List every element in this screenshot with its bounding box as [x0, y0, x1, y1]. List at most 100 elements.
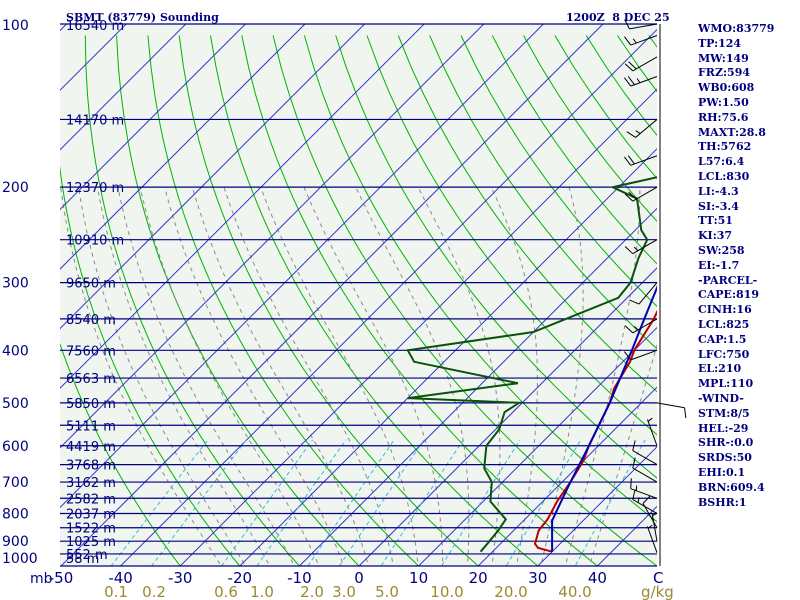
barb-flag — [624, 19, 630, 30]
index-item: EL:210 — [698, 362, 742, 376]
mixing-ratio-line — [307, 439, 395, 566]
barb-shaft — [632, 318, 658, 334]
barb-flag — [624, 193, 634, 202]
mixing-ratio-label: 2.0 — [300, 583, 324, 600]
barb-shaft — [630, 349, 658, 361]
chart-title: SBMT (83779) Sounding — [66, 11, 219, 24]
index-item: TH:5762 — [698, 140, 752, 154]
barb-flag — [624, 156, 632, 166]
barb-flag — [632, 440, 636, 451]
dry-adiabat — [366, 35, 657, 436]
mixing-ratio-label: 20.0 — [494, 583, 527, 600]
index-item: MW:149 — [698, 51, 749, 65]
mixing-ratio-label: 0.6 — [214, 583, 238, 600]
wind-barb — [624, 186, 658, 202]
barb-flag — [624, 325, 634, 334]
index-item: HEL:-29 — [698, 421, 749, 435]
pressure-label: 1000 — [2, 551, 38, 567]
mixing-ratio-line — [338, 439, 425, 566]
barb-shaft — [630, 155, 658, 166]
isotherm — [537, 446, 657, 566]
barb-flag — [632, 489, 636, 500]
dry-adiabat — [429, 35, 657, 350]
mixing-ratio-label: 1.0 — [250, 583, 274, 600]
height-label: 3768 m — [66, 459, 116, 474]
mixing-ratio-line — [441, 439, 521, 566]
barb-half — [647, 417, 653, 422]
index-item: SRDS:50 — [698, 451, 752, 465]
barb-half — [632, 38, 637, 44]
dry-adiabat — [491, 35, 657, 265]
barb-shaft — [632, 239, 658, 255]
barb-half — [633, 246, 639, 252]
wind-barb — [624, 19, 658, 30]
barb-flag — [642, 495, 651, 504]
barb-flag — [628, 191, 637, 200]
index-item: LCL:825 — [698, 317, 750, 331]
index-item: STM:8/5 — [698, 406, 750, 420]
wind-barbs — [624, 19, 687, 566]
wind-barb — [646, 524, 658, 553]
isotherm — [239, 148, 657, 566]
index-item: L57:6.4 — [698, 155, 745, 169]
isotherm — [179, 88, 657, 566]
barb-flag — [624, 36, 632, 46]
height-label: 16540 m — [66, 19, 124, 34]
barb-shaft — [642, 503, 658, 528]
pressure-label: 500 — [2, 396, 29, 412]
wind-barb — [642, 495, 658, 528]
barb-shaft — [629, 23, 658, 30]
temperature-line — [533, 309, 657, 553]
height-label: 14170 m — [66, 113, 124, 128]
mixing-ratio-line — [151, 439, 247, 566]
index-item: -WIND- — [698, 391, 744, 405]
barb-flag — [624, 246, 634, 255]
wind-barb — [624, 76, 658, 87]
index-item: LFC:750 — [698, 347, 750, 361]
index-item: EI:-1.7 — [698, 258, 740, 272]
isotherm — [477, 386, 657, 566]
chart-time: 1200Z 8 DEC 25 — [566, 11, 670, 24]
index-item: CINH:16 — [698, 303, 752, 317]
isotherm — [60, 24, 425, 389]
moist-adiabat — [417, 186, 501, 566]
mixing-ratio-line — [256, 439, 347, 566]
dry-adiabat — [460, 35, 657, 308]
moist-adiabat — [540, 187, 584, 566]
barb-half — [636, 78, 641, 83]
isotherm — [60, 24, 485, 449]
index-item: TP:124 — [698, 36, 742, 50]
barb-half — [633, 325, 639, 331]
barb-flag — [624, 351, 632, 361]
temp-tick-label: 40 — [588, 569, 607, 587]
index-item: -PARCEL- — [698, 273, 758, 287]
moist-adiabat — [564, 187, 641, 566]
wind-barb — [656, 402, 687, 419]
isotherm — [60, 24, 306, 270]
barb-shaft — [632, 499, 658, 514]
parcel-line — [551, 285, 657, 552]
height-label: 1025 m — [66, 535, 116, 550]
barb-flag — [629, 299, 640, 305]
dry-adiabat — [84, 35, 301, 566]
height-label: 5850 m — [66, 397, 116, 412]
moist-adiabat — [490, 186, 538, 566]
wind-barb — [624, 318, 658, 334]
dry-adiabat — [397, 35, 657, 393]
height-label: 58 m — [66, 552, 99, 567]
barb-shaft — [632, 56, 658, 72]
barb-shaft — [630, 76, 658, 87]
unit-label-left: mb — [30, 571, 53, 587]
moist-adiabat — [60, 187, 222, 566]
barb-half — [637, 497, 640, 503]
index-item: LCL:830 — [698, 169, 750, 183]
barb-flag — [632, 457, 636, 469]
barb-flag — [684, 407, 687, 419]
height-label: 7560 m — [66, 344, 116, 359]
pressure-label: 700 — [2, 475, 29, 491]
height-label: 12370 m — [66, 181, 124, 196]
isotherm — [60, 24, 545, 509]
index-item: LI:-4.3 — [698, 184, 739, 198]
barb-shaft — [632, 186, 658, 202]
